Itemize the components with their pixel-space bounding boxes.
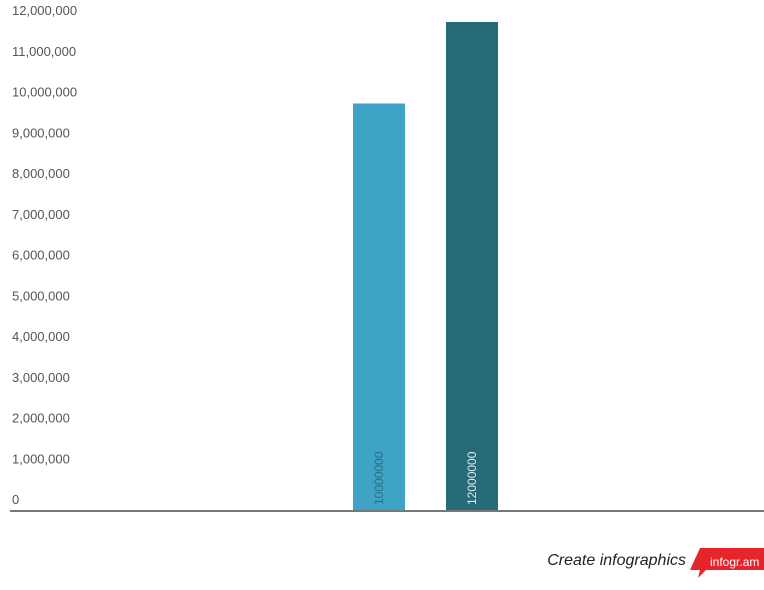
footer: Create infographics infogr.am xyxy=(0,540,764,590)
logo-flag-icon xyxy=(690,548,764,578)
y-tick-label: 9,000,000 xyxy=(12,125,70,140)
y-tick-label: 4,000,000 xyxy=(12,329,70,344)
bar-data-label: 12000000 xyxy=(465,451,479,505)
bar-data-label: 10000000 xyxy=(372,451,386,505)
bar xyxy=(446,22,498,511)
y-tick-label: 11,000,000 xyxy=(12,44,76,59)
y-tick-label: 12,000,000 xyxy=(12,3,77,18)
bar xyxy=(353,103,405,511)
y-axis-ticks: 0 1,000,000 2,000,000 3,000,000 4,000,000 5,0… xyxy=(12,3,77,507)
y-tick-label: 2,000,000 xyxy=(12,411,70,426)
y-tick-label: 6,000,000 xyxy=(12,248,70,263)
y-tick-label: 3,000,000 xyxy=(12,370,70,385)
y-tick-label: 5,000,000 xyxy=(12,288,70,303)
infogram-logo[interactable]: infogr.am xyxy=(690,548,764,578)
bar-chart: 0 1,000,000 2,000,000 3,000,000 4,000,000 5,0… xyxy=(10,3,764,512)
logo-text: infogr.am xyxy=(710,555,760,569)
bars xyxy=(353,22,498,511)
bar-data-labels: 10000000 12000000 xyxy=(372,451,479,505)
y-tick-label: 7,000,000 xyxy=(12,207,70,222)
y-tick-label: 1,000,000 xyxy=(12,451,70,466)
y-tick-label: 8,000,000 xyxy=(12,166,70,181)
create-infographics-link[interactable]: Create infographics xyxy=(547,552,686,569)
y-tick-label: 0 xyxy=(12,492,19,507)
y-tick-label: 10,000,000 xyxy=(12,85,77,100)
